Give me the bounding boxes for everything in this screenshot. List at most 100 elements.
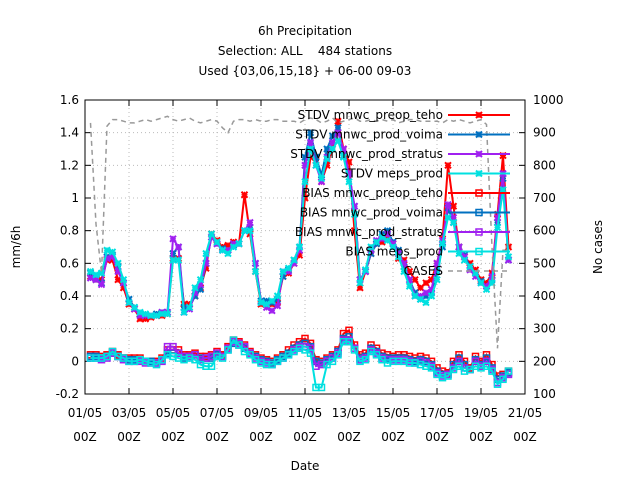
data-point — [108, 248, 117, 256]
x-tick-label-hour: 00Z — [117, 430, 141, 444]
data-point — [185, 303, 194, 312]
data-point — [427, 292, 436, 300]
data-point — [191, 284, 199, 292]
data-point — [125, 298, 133, 307]
y2-tick-label: 100 — [533, 387, 556, 401]
x-tick-label-hour: 00Z — [469, 430, 493, 444]
y-tick-label: 1 — [71, 191, 79, 205]
data-point — [295, 243, 304, 251]
y2-tick-label: 300 — [533, 322, 556, 336]
data-point — [224, 346, 232, 354]
legend-label: STDV mnwc_prod_stratus — [290, 147, 443, 161]
chart-title-line-3: Used {03,06,15,18} + 06-00 09-03 — [199, 64, 412, 78]
y2-tick-label: 600 — [533, 224, 556, 238]
data-point — [482, 357, 491, 366]
data-point — [444, 213, 452, 222]
data-point — [400, 267, 408, 276]
y-tick-label: 0.2 — [60, 322, 79, 336]
legend-label: STDV meps_prod — [341, 167, 443, 181]
data-point — [433, 275, 441, 284]
data-point — [427, 364, 436, 372]
y2-tick-label: 200 — [533, 354, 556, 368]
data-point — [152, 360, 161, 369]
data-point — [504, 367, 513, 375]
x-tick-label-hour: 00Z — [337, 430, 361, 444]
data-point — [119, 275, 128, 284]
y2-tick-label: 1000 — [533, 93, 564, 107]
data-point — [97, 280, 106, 289]
data-point — [367, 243, 375, 251]
data-point — [229, 336, 238, 344]
data-point — [224, 249, 232, 258]
axis-ticks: 01/05 00Z 03/05 00Z 05/05 00Z 07/05 00Z 09/05 00Z… — [56, 93, 564, 444]
x-tick-label-hour: 00Z — [249, 430, 273, 444]
data-point — [438, 240, 447, 248]
legend-label: BIAS meps_prod — [345, 245, 443, 259]
y-tick-label: -0.2 — [56, 387, 79, 401]
data-point — [339, 153, 348, 161]
data-point — [246, 218, 254, 227]
y-tick-label: 0 — [71, 354, 79, 368]
data-point — [411, 292, 419, 300]
data-point — [229, 243, 238, 251]
data-point — [356, 279, 364, 287]
data-point — [482, 285, 491, 294]
y-tick-label: 0.8 — [60, 224, 79, 238]
data-point — [290, 256, 298, 264]
x-tick-label: 19/05 — [464, 406, 499, 420]
legend-label: BIAS mnwc_prod_voima — [300, 206, 443, 220]
data-point — [213, 238, 221, 246]
data-point — [114, 275, 122, 284]
legend-marker — [475, 130, 483, 139]
data-point — [174, 243, 183, 251]
data-point — [114, 259, 122, 268]
x-tick-label: 05/05 — [156, 406, 191, 420]
data-point — [389, 243, 397, 251]
x-tick-label-hour: 00Z — [205, 430, 229, 444]
x-tick-label: 13/05 — [332, 406, 367, 420]
data-point — [152, 311, 161, 320]
data-point — [334, 137, 342, 145]
data-point — [301, 177, 309, 186]
data-point — [350, 210, 359, 219]
series-stdv-meps_prod — [86, 137, 513, 320]
data-point — [240, 191, 249, 199]
data-point — [317, 383, 326, 392]
data-point — [169, 235, 177, 243]
data-point — [306, 128, 315, 137]
x-tick-label: 11/05 — [288, 406, 323, 420]
data-point — [455, 362, 463, 370]
data-point — [141, 310, 150, 318]
x-tick-label: 15/05 — [376, 406, 411, 420]
data-point — [499, 186, 507, 194]
x-tick-label-hour: 00Z — [161, 430, 185, 444]
data-point — [345, 337, 353, 346]
x-tick-label-hour: 00Z — [425, 430, 449, 444]
data-point — [345, 177, 353, 186]
data-point — [317, 174, 326, 183]
x-tick-label-hour: 00Z — [293, 430, 317, 444]
legend-label: CASES — [404, 264, 443, 278]
data-point — [482, 362, 491, 370]
x-tick-label: 01/05 — [68, 406, 103, 420]
y2-tick-label: 700 — [533, 191, 556, 205]
data-point — [334, 351, 342, 359]
data-point — [323, 155, 331, 163]
data-point — [251, 267, 260, 276]
data-point — [444, 372, 452, 380]
data-point — [422, 298, 430, 307]
data-point — [361, 266, 370, 274]
data-point — [422, 289, 430, 297]
data-point — [279, 267, 287, 276]
data-point — [207, 362, 216, 370]
data-point — [416, 284, 425, 292]
legend-label: BIAS mnwc_prod_stratus — [295, 225, 443, 239]
data-point — [306, 138, 315, 147]
data-point — [103, 352, 111, 361]
data-point — [268, 306, 276, 315]
data-point — [103, 246, 111, 254]
x-tick-label-hour: 00Z — [381, 430, 405, 444]
data-point — [136, 308, 144, 317]
series-line — [89, 115, 509, 349]
data-point — [207, 230, 216, 238]
